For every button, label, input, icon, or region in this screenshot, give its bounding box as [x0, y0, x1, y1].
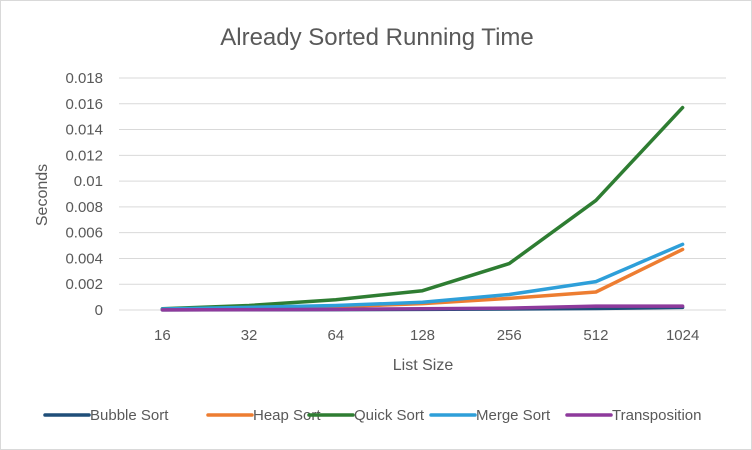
y-tick-label: 0.01 [74, 173, 103, 190]
series-line-quick-sort [160, 105, 685, 311]
y-tick-label: 0.018 [65, 70, 103, 87]
series-line-transposition [160, 304, 685, 312]
series-line-merge-sort [160, 242, 685, 311]
y-tick-label: 0.004 [65, 250, 103, 267]
y-axis-ticks: 0 0.002 0.004 0.006 0.008 0.01 0.012 0.014 0.016… [65, 70, 103, 319]
legend-label: Quick Sort [354, 407, 425, 424]
x-tick-label: 32 [241, 327, 258, 344]
gridlines [119, 77, 726, 311]
x-tick-label: 64 [327, 327, 344, 344]
legend-label: Heap Sort [253, 407, 321, 424]
x-tick-label: 1024 [666, 327, 699, 344]
x-axis-ticks: 16 32 64 128 256 512 1024 [154, 327, 699, 344]
legend-label: Transposition [612, 407, 702, 424]
y-tick-label: 0.014 [65, 122, 103, 139]
x-tick-label: 128 [410, 327, 435, 344]
legend-label: Bubble Sort [90, 407, 169, 424]
y-tick-label: 0.006 [65, 225, 103, 242]
legend-label: Merge Sort [476, 407, 551, 424]
x-tick-label: 512 [583, 327, 608, 344]
series-lines [160, 105, 685, 312]
y-tick-label: 0.012 [65, 147, 103, 164]
legend: Bubble Sort Heap Sort Quick Sort Merge Sort… [43, 407, 702, 424]
y-axis-title: Seconds [34, 164, 51, 226]
x-tick-label: 16 [154, 327, 171, 344]
y-tick-label: 0.016 [65, 96, 103, 113]
y-tick-label: 0.008 [65, 199, 103, 216]
x-axis-title: List Size [393, 357, 454, 374]
y-tick-label: 0 [95, 302, 103, 319]
y-tick-label: 0.002 [65, 276, 103, 293]
x-tick-label: 256 [497, 327, 522, 344]
chart-title: Already Sorted Running Time [220, 24, 534, 51]
